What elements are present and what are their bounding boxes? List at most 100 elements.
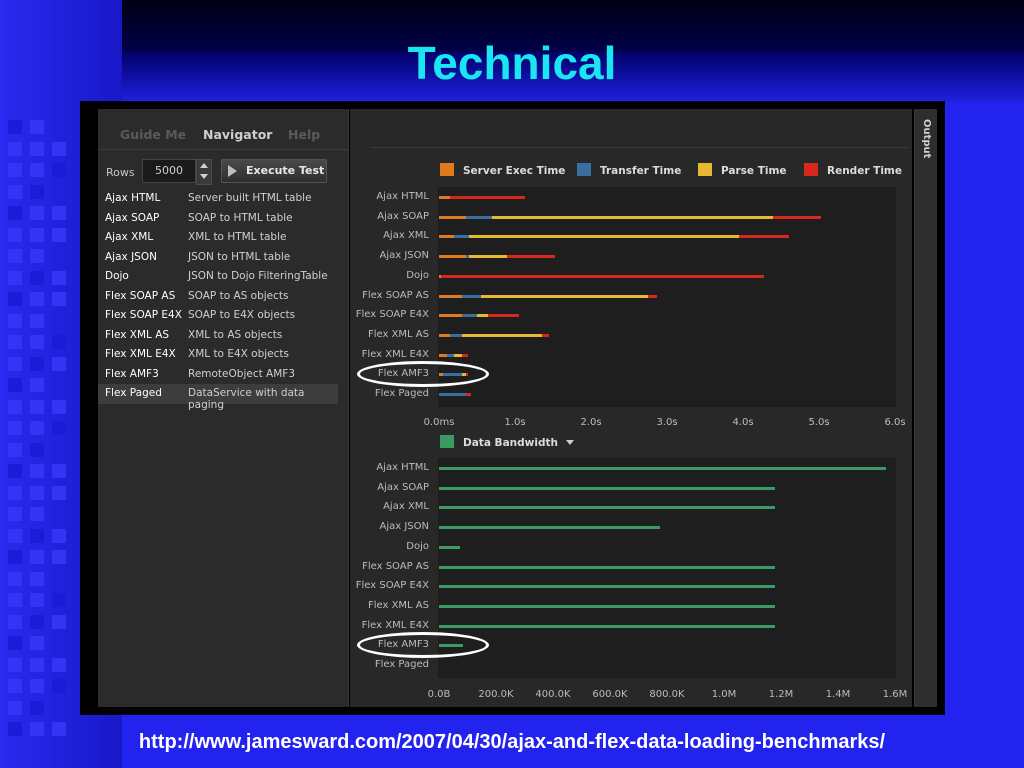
legend-server-label: Server Exec Time xyxy=(463,165,566,177)
bar-segment xyxy=(439,565,776,569)
decor-square xyxy=(8,636,22,650)
stepper-down-icon[interactable] xyxy=(200,174,208,179)
transfer-swatch-icon xyxy=(577,163,591,176)
x-tick-label: 1.6M xyxy=(882,689,908,700)
highlight-ellipse xyxy=(357,361,489,388)
bar-segment xyxy=(439,624,776,628)
decor-square xyxy=(30,464,44,478)
x-tick-label: 4.0s xyxy=(732,417,754,428)
bar-segment xyxy=(465,393,471,396)
test-list-row[interactable]: Ajax JSON JSON to HTML table xyxy=(98,248,338,268)
decor-square xyxy=(8,700,22,715)
decor-square xyxy=(8,679,22,693)
test-name: Flex XML E4X xyxy=(105,348,176,360)
stepper-up-icon[interactable] xyxy=(200,163,208,168)
bar-segment xyxy=(461,353,468,357)
decor-square xyxy=(52,722,66,736)
test-name: Flex XML AS xyxy=(105,328,170,341)
bar-segment xyxy=(739,235,789,239)
slide-url: http://www.jamesward.com/2007/04/30/ajax… xyxy=(138,731,886,753)
bar-segment xyxy=(507,255,555,259)
panel-tabs: Guide Me Navigator Help xyxy=(98,127,348,147)
test-list-row[interactable]: Flex XML E4X XML to E4X objects xyxy=(98,345,338,365)
bar-segment xyxy=(439,196,451,199)
decor-square xyxy=(8,421,22,435)
decor-square xyxy=(30,227,44,242)
decor-square xyxy=(52,356,66,371)
test-list-row[interactable]: Flex AMF3 RemoteObject AMF3 xyxy=(98,365,338,385)
tab-divider xyxy=(98,149,348,150)
legend-server-exec: Server Exec Time xyxy=(440,163,565,177)
execute-test-button[interactable]: Execute Test xyxy=(221,159,327,183)
decor-square xyxy=(52,292,66,306)
legend-transfer: Transfer Time xyxy=(577,163,681,177)
bar-segment xyxy=(439,486,776,490)
bar-segment xyxy=(439,255,466,259)
bar-segment xyxy=(439,526,660,530)
bandwidth-selector[interactable]: Data Bandwidth xyxy=(440,435,574,449)
decor-square xyxy=(52,485,66,500)
category-label: Flex Paged xyxy=(374,388,429,399)
bar-segment xyxy=(439,393,466,396)
test-list-row[interactable]: Ajax XML XML to HTML table xyxy=(98,228,338,248)
test-description: XML to HTML table xyxy=(188,231,287,243)
decor-square xyxy=(8,722,22,736)
category-label: Ajax JSON xyxy=(379,250,430,262)
legend-render-label: Render Time xyxy=(827,165,902,177)
category-label: Flex XML E4X xyxy=(361,348,429,360)
play-arrow-icon xyxy=(228,165,237,177)
bar-segment xyxy=(439,294,462,298)
decor-square xyxy=(52,227,66,242)
bar-segment xyxy=(469,255,508,259)
decor-square xyxy=(52,679,66,693)
category-label: Flex SOAP AS xyxy=(362,289,429,301)
test-list-row[interactable]: Dojo JSON to Dojo FilteringTable xyxy=(98,267,338,287)
decor-square xyxy=(30,141,44,156)
decor-square xyxy=(52,421,66,435)
test-list-row[interactable]: Flex Paged DataService with data paging xyxy=(98,384,338,411)
decor-square xyxy=(52,399,66,414)
chevron-down-icon[interactable] xyxy=(565,440,574,445)
decor-square xyxy=(8,184,22,199)
bar-segment xyxy=(461,294,481,298)
test-description: SOAP to E4X objects xyxy=(188,309,296,321)
decor-square xyxy=(30,206,44,220)
decor-square xyxy=(30,249,44,263)
bar-segment xyxy=(480,294,648,298)
test-name: Dojo xyxy=(105,270,129,282)
test-list-row[interactable]: Flex SOAP AS SOAP to AS objects xyxy=(98,287,338,307)
output-panel-collapsed[interactable]: Output xyxy=(914,109,937,707)
decor-square xyxy=(8,249,22,263)
test-list-row[interactable]: Ajax HTML Server built HTML table xyxy=(98,189,338,209)
tab-navigator[interactable]: Navigator xyxy=(203,127,273,142)
category-label: Ajax HTML xyxy=(376,462,429,473)
decor-square xyxy=(30,120,44,134)
category-label: Flex SOAP AS xyxy=(362,560,429,572)
category-label: Flex Paged xyxy=(374,659,429,670)
rows-stepper[interactable] xyxy=(196,159,212,185)
test-list-row[interactable]: Ajax SOAP SOAP to HTML table xyxy=(98,209,338,229)
tab-help[interactable]: Help xyxy=(288,127,321,142)
test-name: Ajax HTML xyxy=(105,192,161,204)
x-tick-label: 1.4M xyxy=(825,689,851,700)
rows-input[interactable]: 5000 xyxy=(142,159,196,183)
parse-swatch-icon xyxy=(698,163,712,176)
test-list-row[interactable]: Flex SOAP E4X SOAP to E4X objects xyxy=(98,306,338,326)
category-label: Flex XML AS xyxy=(367,599,429,611)
bar-segment xyxy=(439,274,442,278)
decor-square xyxy=(30,313,44,328)
test-description: XML to AS objects xyxy=(188,328,283,341)
bar-segment xyxy=(469,235,740,239)
bar-segment xyxy=(541,333,550,337)
decor-square xyxy=(8,163,22,177)
decor-square xyxy=(52,464,66,478)
output-label[interactable]: Output xyxy=(921,119,932,159)
execute-test-label: Execute Test xyxy=(246,164,325,177)
tab-guide-me[interactable]: Guide Me xyxy=(120,127,187,142)
decor-square xyxy=(8,399,22,414)
test-list-row[interactable]: Flex XML AS XML to AS objects xyxy=(98,326,338,346)
bandwidth-swatch-icon xyxy=(440,435,454,448)
decor-square xyxy=(52,335,66,349)
decor-square xyxy=(30,163,44,177)
decor-square xyxy=(30,378,44,392)
